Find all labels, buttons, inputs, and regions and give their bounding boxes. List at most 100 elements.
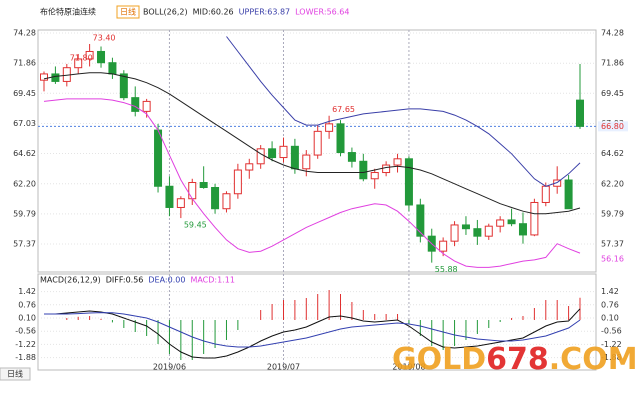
y-tick-label: -0.56: [15, 327, 36, 336]
y-tick-label: 0.76: [18, 300, 36, 309]
y-tick-label: 1.42: [18, 287, 36, 296]
candle-body: [233, 169, 242, 195]
candle-body: [553, 179, 562, 187]
y-tick-label: 69.45: [13, 89, 36, 98]
boll-line: [43, 98, 581, 268]
y-tick-label-right: 62.20: [601, 179, 624, 188]
watermark-part: 678: [486, 342, 549, 377]
candle-body: [359, 160, 368, 180]
legend-entry: DEA:0.00: [148, 276, 185, 285]
watermark: GOLD678.COM: [392, 342, 638, 377]
candle-body: [222, 193, 231, 210]
candle-body: [290, 145, 299, 170]
x-tick-label: 2019/07: [267, 363, 300, 372]
candle-body: [541, 185, 550, 203]
candle-body: [484, 225, 493, 237]
legend-entry: MID:60.26: [193, 8, 234, 17]
y-tick-label: 0.10: [18, 314, 36, 323]
y-tick-label-right: 0.76: [601, 300, 619, 309]
boll-line: [226, 36, 581, 187]
y-tick-label-right: -1.88: [601, 353, 622, 362]
legend-entry: DIFF:0.56: [106, 276, 144, 285]
candle-body: [518, 223, 527, 236]
lower-label: 56.16: [601, 255, 624, 264]
candle-body: [119, 73, 128, 99]
candle-body: [416, 204, 425, 237]
y-tick-label-right: 0.10: [601, 314, 619, 323]
candle-body: [85, 50, 94, 60]
candle-body: [313, 130, 322, 156]
legend-entry: UPPER:63.87: [239, 8, 290, 17]
main-frame: [37, 29, 597, 273]
y-tick-label: 64.62: [13, 149, 36, 158]
candle-body: [199, 182, 208, 189]
candle-body: [176, 198, 185, 208]
candle-body: [404, 158, 413, 206]
legend-entry: MACD:1.11: [190, 276, 235, 285]
macd-title: MACD(26,12,9): [40, 276, 101, 285]
candle-body: [302, 154, 311, 170]
candle-body: [496, 219, 505, 227]
legend-entry: LOWER:56.64: [295, 8, 349, 17]
x-tick-label: 2019/08: [392, 363, 425, 372]
candle-body: [461, 224, 470, 230]
x-tick-label: 2019/06: [153, 363, 186, 372]
last-price-label: 66.80: [601, 122, 624, 131]
y-tick-label: 57.37: [13, 240, 36, 249]
candle-body: [325, 123, 334, 132]
annotation: 73.40: [93, 33, 116, 42]
candle-body: [507, 219, 516, 225]
candle-body: [347, 152, 356, 162]
candle-body: [564, 179, 573, 210]
candle-body: [382, 164, 391, 174]
candle-body: [131, 97, 140, 112]
candle-body: [279, 145, 288, 159]
candle-body: [74, 58, 83, 69]
y-tick-label: -1.88: [15, 353, 36, 362]
macd-line: [44, 308, 581, 359]
y-tick-label: 71.86: [13, 59, 36, 68]
y-tick-label-right: 71.86: [601, 59, 624, 68]
annotation: 59.45: [184, 221, 207, 230]
candle-body: [97, 50, 106, 64]
chart-title: 布伦特原油连续: [40, 7, 96, 17]
candle-body: [450, 224, 459, 242]
tab[interactable]: [0, 367, 31, 381]
candle-body: [142, 100, 151, 112]
y-tick-label-right: 64.62: [601, 149, 624, 158]
candle-body: [256, 148, 265, 165]
y-tick-label: 62.20: [13, 179, 36, 188]
y-tick-label: 74.28: [13, 29, 36, 38]
indicator-label: BOLL(26,2): [143, 8, 188, 17]
y-tick-label: 59.79: [13, 209, 36, 218]
candle-body: [51, 73, 60, 82]
y-tick-label: 67.03: [13, 119, 36, 128]
candle-body: [268, 148, 277, 159]
y-tick-label-right: -1.22: [601, 340, 622, 349]
annotation: 67.65: [332, 105, 355, 114]
candle-body: [245, 163, 254, 171]
tab-label[interactable]: 日线: [7, 369, 23, 379]
watermark-part: .COM: [549, 342, 638, 377]
y-tick-label-right: 59.79: [601, 209, 624, 218]
candle-body: [165, 185, 174, 208]
y-tick-label-right: 1.42: [601, 287, 619, 296]
candle-body: [576, 99, 584, 127]
candle-body: [211, 187, 220, 210]
macd-frame: [37, 273, 597, 371]
watermark-part: GOLD: [392, 342, 486, 377]
candle-body: [530, 201, 539, 236]
candle-body: [154, 129, 163, 187]
candle-body: [393, 158, 402, 166]
candle-body: [370, 172, 379, 180]
y-tick-label-right: 69.45: [601, 89, 624, 98]
candle-body: [108, 62, 117, 75]
candle-body: [188, 182, 197, 200]
boll-line: [43, 72, 581, 215]
annotation: 55.88: [435, 265, 458, 274]
candle-body: [439, 240, 448, 252]
candle-body: [473, 228, 482, 237]
annotation: 71.80: [70, 53, 93, 62]
